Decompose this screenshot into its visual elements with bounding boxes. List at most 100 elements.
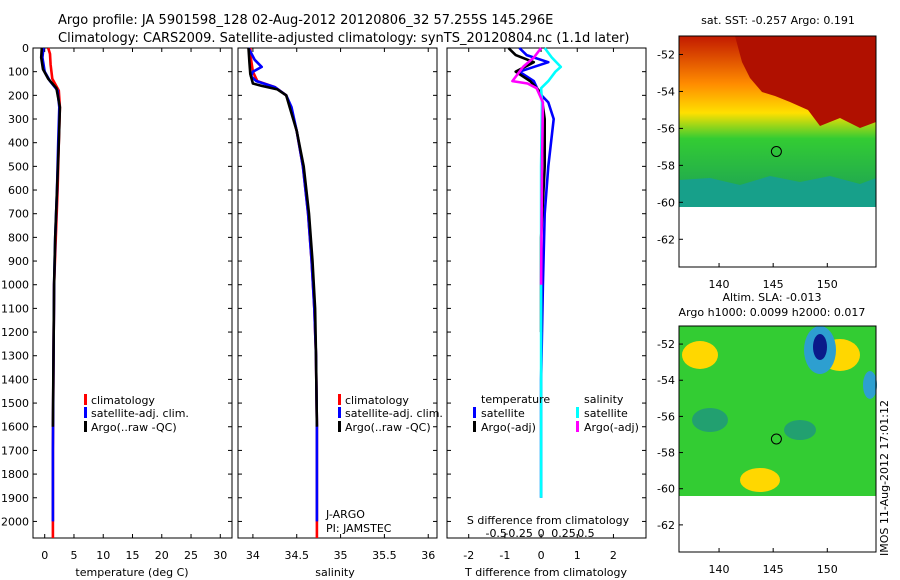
legend-swatch-argo xyxy=(84,421,87,432)
legend-title-salinity: salinity xyxy=(584,393,624,406)
x-tick-label: -2 xyxy=(463,549,474,562)
x-tick-label: 150 xyxy=(817,563,838,576)
x-tick-label: 0 xyxy=(538,549,545,562)
profile-title: Argo profile: JA 5901598_128 02-Aug-2012… xyxy=(58,13,554,28)
legend-label-satellite: satellite-adj. clim. xyxy=(345,407,443,420)
y-tick-label: -60 xyxy=(657,196,675,209)
s-tick-label: 0.5 xyxy=(577,527,595,540)
x-tick-label: 35.5 xyxy=(372,549,397,562)
s-tick-label: 0.25 xyxy=(551,527,576,540)
x-tick-label: 34.5 xyxy=(284,549,309,562)
legend-swatch-satellite xyxy=(338,407,341,418)
y-tick-label: 400 xyxy=(8,137,29,150)
y-tick-label: -58 xyxy=(657,159,675,172)
sst-cold-region xyxy=(679,176,876,207)
legend-label-argo: Argo(..raw -QC) xyxy=(91,421,177,434)
x-tick-label: 25 xyxy=(184,549,198,562)
x-tick-label: -1 xyxy=(499,549,510,562)
y-tick-label: -52 xyxy=(657,338,675,351)
sst-map-title: sat. SST: -0.257 Argo: 0.191 xyxy=(701,14,855,27)
y-tick-label: 1300 xyxy=(1,350,29,363)
x-tick-label: 10 xyxy=(96,549,110,562)
legend-label-climatology: climatology xyxy=(91,394,155,407)
y-tick-label: 1600 xyxy=(1,421,29,434)
x-tick-label: 5 xyxy=(70,549,77,562)
x-tick-label: 2 xyxy=(610,549,617,562)
temperature-x-label: temperature (deg C) xyxy=(75,566,188,579)
y-tick-label: 100 xyxy=(8,66,29,79)
s-tick-label: 0 xyxy=(538,527,545,540)
y-tick-label: -60 xyxy=(657,483,675,496)
x-tick-label: 30 xyxy=(213,549,227,562)
s-tick-label: -0.5 xyxy=(485,527,506,540)
legend-swatch-climatology xyxy=(338,394,341,405)
y-tick-label: 2000 xyxy=(1,515,29,528)
sst-warm-region xyxy=(735,36,876,128)
difference-axes-frame xyxy=(446,47,647,539)
series-line-t-satellite xyxy=(518,47,556,498)
legend-label-satellite: satellite-adj. clim. xyxy=(91,407,189,420)
y-tick-label: 1800 xyxy=(1,468,29,481)
sla-map-title-line1: Altim. SLA: -0.013 xyxy=(722,291,821,304)
legend-swatch-satellite xyxy=(84,407,87,418)
y-tick-label: 1200 xyxy=(1,326,29,339)
climatology-subtitle: Climatology: CARS2009. Satellite-adjuste… xyxy=(58,31,630,46)
legend-label-argo: Argo(..raw -QC) xyxy=(345,421,431,434)
legend-label-t-argo: Argo(-adj) xyxy=(481,421,536,434)
legend-swatch-t-satellite xyxy=(473,407,476,418)
y-tick-label: 300 xyxy=(8,113,29,126)
x-tick-label: 140 xyxy=(709,278,730,291)
sla-low-patch xyxy=(692,408,728,432)
sst-map-frame xyxy=(678,35,877,268)
x-tick-label: 140 xyxy=(709,563,730,576)
y-tick-label: 700 xyxy=(8,208,29,221)
sla-map-panel: Altim. SLA: -0.013 Argo h1000: 0.0099 h2… xyxy=(657,291,877,576)
temperature-axes-frame xyxy=(32,47,233,539)
sla-map-frame xyxy=(678,325,877,553)
y-tick-label: 0 xyxy=(22,42,29,55)
legend-swatch-s-satellite xyxy=(576,407,579,418)
y-tick-label: 1000 xyxy=(1,279,29,292)
series-line-argo-raw-qc- xyxy=(39,47,62,427)
y-tick-label: 900 xyxy=(8,255,29,268)
salinity-legend: climatology satellite-adj. clim. Argo(..… xyxy=(338,394,443,434)
y-tick-label: -58 xyxy=(657,447,675,460)
sla-high-patch xyxy=(740,468,780,492)
legend-swatch-t-argo xyxy=(473,421,476,432)
y-tick-label: -56 xyxy=(657,410,675,423)
y-tick-label: 1400 xyxy=(1,373,29,386)
difference-panel: -2 -1 0 1 2 -0.5-0.25 0 0.25 0.5 S difference fr… xyxy=(446,47,647,579)
series-line-s-argo-adj- xyxy=(511,47,545,285)
s-difference-label: S difference from climatology xyxy=(467,514,630,527)
y-tick-label: -56 xyxy=(657,122,675,135)
x-tick-label: 145 xyxy=(763,278,784,291)
sla-map-title-line2: Argo h1000: 0.0099 h2000: 0.017 xyxy=(679,306,866,319)
x-tick-label: 36 xyxy=(421,549,435,562)
y-tick-label: -62 xyxy=(657,519,675,532)
legend-swatch-argo xyxy=(338,421,341,432)
salinity-x-label: salinity xyxy=(315,566,355,579)
temperature-panel: 0100200300400500600700800900100011001200… xyxy=(1,42,233,579)
x-tick-label: 35 xyxy=(334,549,348,562)
sla-argo-location-marker xyxy=(770,433,782,445)
legend-swatch-s-argo xyxy=(576,421,579,432)
sst-argo-location-marker xyxy=(770,146,782,157)
y-tick-label: -62 xyxy=(657,233,675,246)
y-tick-label: 1900 xyxy=(1,492,29,505)
x-tick-label: 15 xyxy=(126,549,140,562)
program-annotation: J-ARGO xyxy=(325,508,365,521)
y-tick-label: -54 xyxy=(657,85,675,98)
s-tick-label: -0.25 xyxy=(504,527,532,540)
difference-legend: temperature salinity satellite Argo(-adj… xyxy=(473,393,639,434)
y-tick-label: 600 xyxy=(8,184,29,197)
x-tick-label: 145 xyxy=(763,563,784,576)
y-tick-label: -54 xyxy=(657,374,675,387)
pi-annotation: PI: JAMSTEC xyxy=(326,522,392,535)
legend-label-s-satellite: satellite xyxy=(584,407,628,420)
t-difference-label: T difference from climatology xyxy=(464,566,627,579)
series-line-argo-raw-qc- xyxy=(247,47,319,427)
legend-title-temperature: temperature xyxy=(481,393,550,406)
sla-mid-patch xyxy=(863,371,877,399)
